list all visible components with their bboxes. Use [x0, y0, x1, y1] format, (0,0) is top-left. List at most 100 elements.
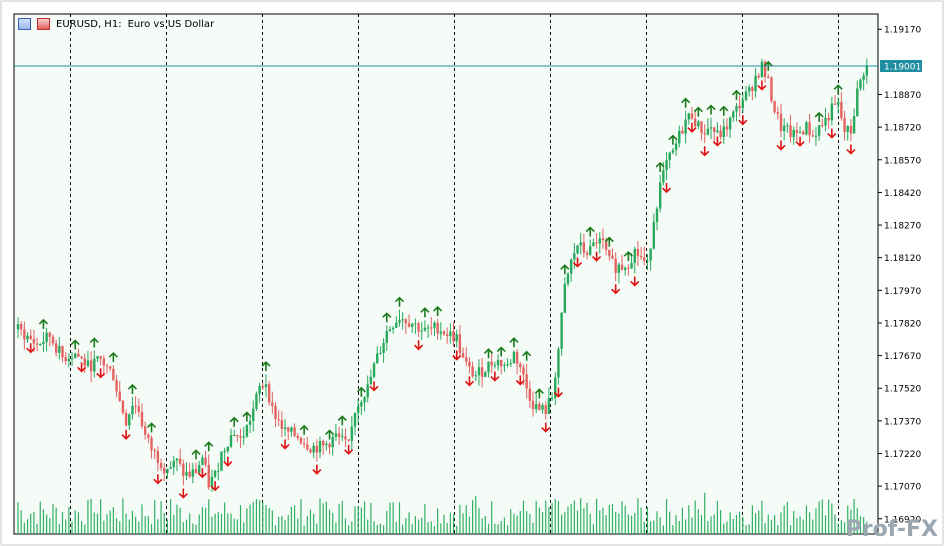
candle-bear [207, 464, 210, 488]
candle-bull [172, 460, 175, 468]
candle-bull [242, 436, 245, 438]
current-price-label: 1.19001 [884, 63, 921, 73]
up-arrow-marker [229, 416, 239, 427]
up-arrow-marker [693, 106, 703, 117]
candle-bull [792, 129, 795, 138]
y-tick-label: 1.17820 [884, 319, 921, 329]
candle-bull [671, 150, 675, 153]
chart-header: EURUSD, H1: Euro vs US Dollar [18, 16, 214, 32]
candle-bear [417, 323, 420, 332]
candle-bear [490, 361, 493, 366]
candle-bear [442, 331, 446, 335]
candle-bear [287, 427, 290, 432]
candle-bull [550, 398, 554, 400]
up-arrow-marker [534, 388, 544, 399]
candle-bull [341, 436, 344, 438]
down-arrow-marker [611, 284, 621, 295]
candle-bear [112, 368, 115, 381]
up-arrow-marker [38, 318, 48, 329]
candle-bull [589, 246, 592, 255]
down-arrow-marker [795, 136, 805, 147]
up-arrow-marker [242, 411, 252, 422]
candle-bull [598, 238, 601, 244]
candle-bull [455, 334, 458, 342]
y-tick-label: 1.17220 [884, 450, 921, 460]
candle-bear [643, 257, 646, 261]
up-arrow-marker [261, 360, 271, 372]
down-arrow-marker [738, 115, 748, 126]
candle-bull [220, 451, 223, 471]
up-arrow-marker [655, 161, 665, 172]
candle-bull [223, 451, 226, 453]
up-arrow-marker [560, 264, 570, 275]
candle-bear [163, 467, 166, 474]
candle-bull [658, 182, 662, 209]
candle-bear [277, 419, 280, 421]
candle-bear [35, 343, 39, 345]
candle-bear [147, 434, 150, 438]
y-tick-label: 1.17070 [884, 483, 921, 493]
down-arrow-marker [344, 444, 354, 455]
up-arrow-marker [681, 97, 691, 108]
candle-bull [592, 242, 595, 247]
candle-bull [859, 79, 862, 89]
down-arrow-marker [452, 350, 462, 361]
candle-bull [865, 65, 869, 76]
candle-bear [700, 121, 703, 134]
candle-bull [665, 160, 668, 171]
candle-bull [560, 312, 563, 349]
y-tick-label: 1.16920 [884, 515, 921, 525]
candle-bear [538, 403, 541, 410]
candle-bull [131, 405, 134, 415]
candle-bear [239, 436, 242, 438]
candle-bear [328, 443, 331, 448]
candle-bull [798, 131, 802, 133]
candle-bear [344, 436, 347, 440]
candle-bull [487, 361, 490, 373]
y-tick-label: 1.18270 [884, 222, 921, 232]
up-arrow-marker [668, 134, 678, 145]
candle-bull [93, 358, 96, 372]
candle-bear [608, 249, 611, 256]
candle-bear [627, 267, 630, 269]
candle-bear [404, 319, 408, 324]
candle-bear [465, 357, 468, 362]
candle-bear [519, 363, 522, 368]
candle-bear [105, 365, 109, 367]
candle-bull [856, 88, 859, 117]
candle-bear [773, 101, 776, 113]
y-tick-label: 1.18720 [884, 124, 921, 134]
candle-bull [668, 152, 671, 161]
down-arrow-marker [210, 481, 220, 492]
candle-bull [248, 420, 252, 425]
candle-bear [531, 400, 535, 410]
candle-bear [150, 437, 153, 451]
candle-bull [379, 352, 382, 354]
down-arrow-marker [178, 488, 188, 499]
up-arrow-marker [496, 346, 506, 357]
candle-bull [830, 103, 834, 121]
chart-window-icon[interactable] [18, 18, 31, 30]
candle-bull [678, 130, 681, 144]
candle-bull [782, 125, 786, 132]
candle-bull [477, 367, 481, 376]
candle-bear [827, 117, 830, 121]
candle-bull [372, 363, 376, 377]
up-arrow-marker [719, 105, 729, 116]
candle-bull [649, 248, 652, 261]
watermark-text: Prof-FX [845, 517, 938, 542]
candle-bull [732, 111, 735, 118]
candle-bull [512, 351, 516, 364]
y-tick-label: 1.18570 [884, 156, 921, 166]
candle-bull [382, 342, 385, 353]
candle-bull [128, 414, 131, 426]
candle-bear [751, 87, 754, 92]
up-arrow-marker [299, 424, 309, 435]
candle-bear [83, 358, 86, 366]
bar-chart-icon[interactable] [37, 18, 50, 30]
candle-bear [522, 367, 525, 375]
candle-bull [573, 253, 576, 260]
candle-bull [534, 403, 538, 410]
up-arrow-marker [89, 337, 99, 348]
